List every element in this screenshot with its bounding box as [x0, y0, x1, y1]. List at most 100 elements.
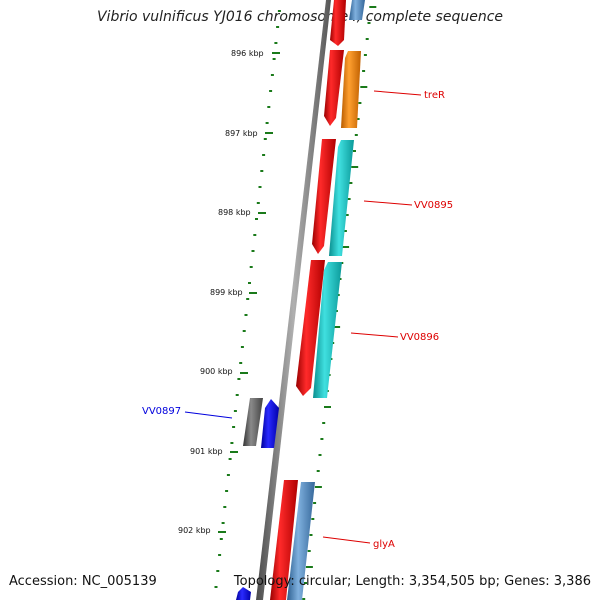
- ruler-dot: [221, 522, 225, 524]
- ruler-dot: [219, 538, 223, 540]
- gene-arrow-red[interactable]: [324, 50, 344, 126]
- summary-text: Topology: circular; Length: 3,354,505 bp…: [233, 574, 591, 589]
- tick-label-902: 902 kbp: [178, 526, 211, 535]
- gene-track-outer: [287, 0, 365, 600]
- tick-label-901: 901 kbp: [190, 447, 223, 456]
- ruler-dot: [230, 442, 234, 444]
- ruler-dot: [363, 54, 367, 56]
- tick-label-897: 897 kbp: [225, 129, 258, 138]
- tick-mark: [249, 292, 257, 294]
- ruler-dot: [223, 506, 227, 508]
- ruler-dot: [263, 138, 267, 140]
- ruler-dot: [248, 282, 251, 284]
- ruler-dot: [354, 134, 358, 136]
- gene-arrow-orange[interactable]: [341, 51, 361, 128]
- ruler-dot: [251, 250, 255, 252]
- ruler-dot: [302, 598, 306, 600]
- ruler-dot: [362, 70, 366, 72]
- ruler-dot: [365, 38, 369, 40]
- backbone: [256, 0, 331, 600]
- ruler-dot: [228, 458, 232, 460]
- ruler-dot: [343, 230, 347, 232]
- gene-arrow-cyan[interactable]: [329, 140, 354, 256]
- gene-label-glyA[interactable]: glyA: [373, 539, 395, 550]
- ruler-dot: [358, 102, 362, 104]
- ruler-dot: [242, 330, 246, 332]
- ruler-dot: [274, 42, 278, 44]
- accession-text: Accession: NC_005139: [9, 574, 157, 589]
- tick-labels: 896 kbp 897 kbp 898 kbp 899 kbp 900 kbp …: [178, 49, 264, 535]
- tick-label-896: 896 kbp: [231, 49, 264, 58]
- map-title: Vibrio vulnificus YJ016 chromosome I, co…: [96, 9, 504, 25]
- ruler-dot: [345, 214, 349, 216]
- tick-mark: [265, 132, 273, 134]
- ruler-dot: [270, 74, 274, 76]
- tick-marks: [218, 52, 280, 533]
- gene-arrow-gray[interactable]: [243, 398, 263, 446]
- ruler-dot: [249, 266, 253, 268]
- ruler-dot: [316, 470, 320, 472]
- ruler-dot: [244, 314, 248, 316]
- tick-label-898: 898 kbp: [218, 208, 251, 217]
- ruler-dot: [235, 394, 239, 396]
- leader-glyA: [322, 536, 371, 544]
- ruler-dot: [360, 86, 368, 88]
- leader-treR: [373, 90, 422, 96]
- gene-arrow-blue[interactable]: [261, 399, 279, 448]
- gene-arrow-red[interactable]: [330, 0, 346, 46]
- ruler-dot: [269, 90, 273, 92]
- gene-label-treR[interactable]: treR: [424, 90, 445, 101]
- ruler-dot: [216, 570, 220, 572]
- gene-label-VV0896[interactable]: VV0896: [400, 332, 439, 343]
- ruler-dot: [367, 22, 371, 24]
- ruler-dot: [218, 554, 222, 556]
- ruler-dot: [225, 490, 229, 492]
- gene-arrow-red[interactable]: [270, 480, 298, 600]
- ruler-dot: [305, 566, 313, 568]
- ruler-dot: [333, 326, 341, 328]
- tick-label-899: 899 kbp: [210, 288, 243, 297]
- ruler-dot: [353, 150, 356, 152]
- ruler-dot: [324, 406, 331, 408]
- gene-arrow-steelblue[interactable]: [287, 482, 315, 600]
- tick-mark: [258, 212, 266, 214]
- gene-arrow-red[interactable]: [312, 139, 336, 254]
- gene-arrow-red[interactable]: [296, 260, 325, 396]
- ruler-dot: [260, 170, 264, 172]
- ruler-dot: [233, 410, 237, 412]
- ruler-dot: [347, 198, 351, 200]
- ruler-dot: [309, 534, 313, 536]
- ruler-dot: [265, 122, 269, 124]
- gene-arrow-cyan[interactable]: [313, 262, 342, 398]
- ruler-dot: [214, 586, 218, 588]
- ruler-dot: [256, 202, 260, 204]
- ruler-dot: [314, 486, 322, 488]
- tick-label-900: 900 kbp: [200, 367, 233, 376]
- gene-labels: treR VV0895 VV0896 VV0897 glyA: [142, 90, 453, 550]
- ruler-dot: [267, 106, 271, 108]
- gene-arrow-steelblue[interactable]: [349, 0, 365, 20]
- ruler-dot: [226, 474, 230, 476]
- tick-mark: [218, 531, 226, 533]
- ruler-dot: [246, 298, 250, 300]
- ruler-dot: [232, 426, 236, 428]
- ruler-dot: [304, 582, 307, 584]
- ruler-dot: [313, 502, 317, 504]
- gene-track-inner: [236, 0, 346, 600]
- ruler-dot: [253, 234, 257, 236]
- ruler-dot: [320, 438, 324, 440]
- ruler-dot: [351, 166, 359, 168]
- ruler-dot: [240, 346, 244, 348]
- label-leaders: [184, 90, 422, 544]
- gene-label-VV0897[interactable]: VV0897: [142, 406, 181, 417]
- gene-arrow-blue[interactable]: [236, 587, 251, 600]
- ruler-dot: [255, 218, 258, 220]
- ruler-dot: [239, 362, 243, 364]
- ruler-dot: [356, 118, 360, 120]
- ruler-dot: [262, 154, 266, 156]
- ruler-dot: [311, 518, 315, 520]
- gene-label-VV0895[interactable]: VV0895: [414, 200, 453, 211]
- tick-mark: [230, 451, 238, 453]
- ruler-dot: [369, 6, 377, 8]
